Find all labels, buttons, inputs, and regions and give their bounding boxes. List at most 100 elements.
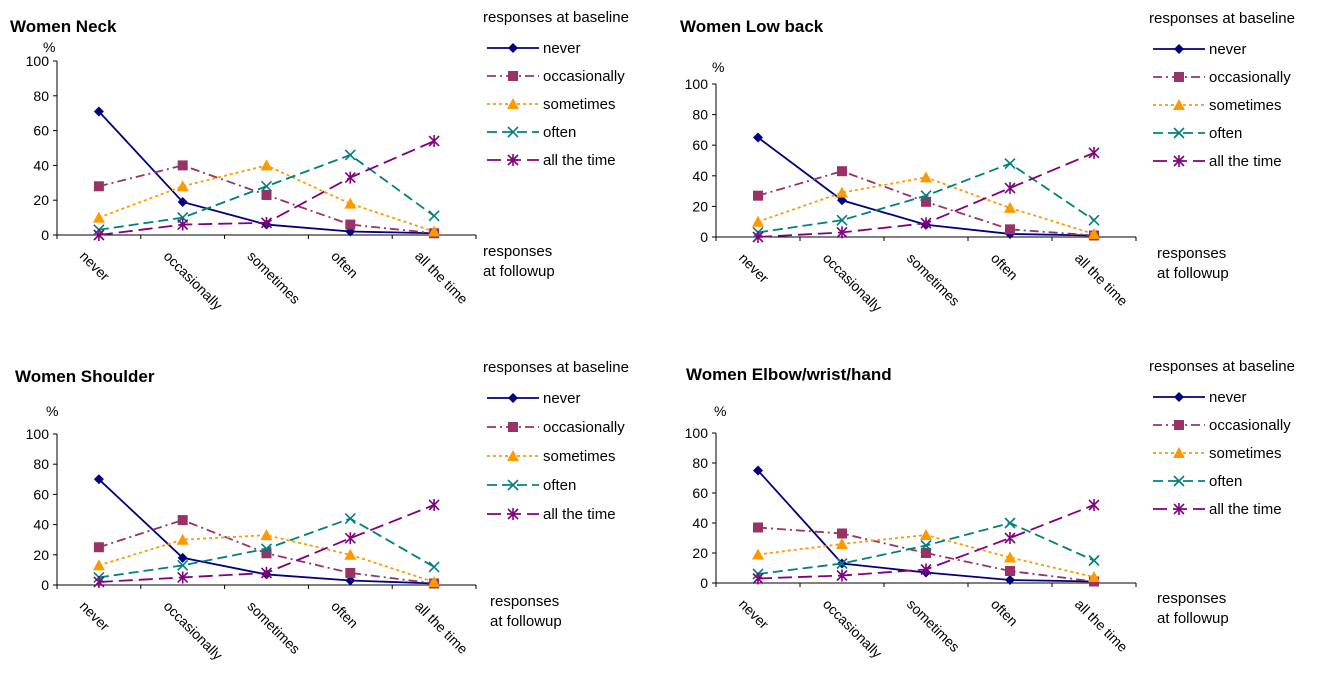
- legend-entry-often: often: [543, 477, 576, 494]
- y-tick-label: 40: [692, 168, 708, 184]
- data-point-never-often: [1005, 575, 1015, 585]
- data-point-never-occasionally: [177, 552, 188, 563]
- data-point-all-the-time-never: [93, 575, 105, 588]
- legend-entry-never: never: [1209, 389, 1247, 406]
- data-point-often-occasionally: [836, 557, 848, 570]
- data-point-all-the-time-never: [93, 229, 105, 241]
- chart-title: Women Low back: [680, 17, 824, 36]
- data-point-sometimes-never: [752, 215, 764, 227]
- x-tick-label-often: often: [988, 596, 1021, 629]
- data-point-all-the-time-sometimes: [920, 563, 932, 576]
- chart-women-low-back: Women Low back% 0 20 40 60 80 100 never occasion…: [680, 10, 1295, 315]
- y-tick-label: 60: [692, 137, 708, 153]
- legend-marker-all-the-time: [507, 154, 519, 166]
- data-point-never-never: [93, 474, 104, 485]
- y-axis-label: %: [712, 59, 724, 75]
- data-point-all-the-time-sometimes: [260, 216, 273, 229]
- legend-entry-never: never: [1209, 41, 1247, 58]
- x-axis-note: responses: [490, 593, 559, 610]
- data-point-all-the-time-all-the-time: [428, 135, 440, 148]
- y-axis-label: %: [714, 403, 726, 419]
- data-point-all-the-time-often: [1004, 182, 1016, 195]
- legend-entry-all-the-time: all the time: [1209, 501, 1282, 518]
- x-tick-label-all-the-time: all the time: [1072, 250, 1131, 309]
- data-point-occasionally-sometimes: [261, 189, 272, 200]
- series-all-the-time: [752, 146, 1100, 243]
- data-point-sometimes-all-the-time: [428, 575, 441, 587]
- x-axis-note: responses: [1157, 245, 1226, 262]
- data-point-sometimes-all-the-time: [1088, 571, 1100, 582]
- data-point-occasionally-occasionally: [837, 166, 847, 177]
- x-tick-label-occasionally: occasionally: [820, 596, 885, 661]
- data-point-never-occasionally: [177, 196, 188, 207]
- legend-marker-occasionally: [1174, 420, 1184, 430]
- legend-entry-all-the-time: all the time: [543, 152, 616, 169]
- legend-heading: responses at baseline: [1149, 10, 1295, 27]
- legend-heading: responses at baseline: [483, 9, 629, 26]
- data-point-occasionally-occasionally: [177, 515, 188, 526]
- data-point-all-the-time-sometimes: [920, 217, 932, 230]
- data-point-often-sometimes: [920, 190, 932, 202]
- data-point-often-all-the-time: [428, 561, 440, 573]
- chart-women-elbow-wrist-hand: Women Elbow/wrist/hand% 0 20 40 60 80 100 never…: [685, 358, 1295, 661]
- legend-entry-occasionally: occasionally: [1209, 69, 1291, 86]
- legend-entry-often: often: [1209, 125, 1242, 142]
- y-tick-label: 20: [692, 545, 708, 561]
- data-point-sometimes-never: [92, 211, 105, 223]
- legend-entry-never: never: [543, 40, 581, 57]
- data-point-occasionally-occasionally: [837, 528, 847, 539]
- legend-marker-never: [508, 43, 518, 53]
- data-point-sometimes-often: [1004, 201, 1016, 213]
- data-point-sometimes-occasionally: [836, 186, 848, 198]
- y-tick-label: 20: [33, 547, 49, 563]
- x-tick-label-never: never: [77, 248, 113, 284]
- legend-entry-often: often: [1209, 473, 1242, 490]
- legend-marker-occasionally: [508, 422, 518, 432]
- y-axis-label: %: [43, 39, 55, 55]
- data-point-never-never: [753, 132, 763, 143]
- series-all-the-time: [93, 135, 440, 241]
- data-point-sometimes-sometimes: [920, 529, 932, 540]
- legend: responses at baseline never occasionally so…: [483, 359, 629, 523]
- data-point-occasionally-never: [93, 181, 104, 192]
- x-tick-label-all-the-time: all the time: [412, 598, 471, 657]
- y-tick-label: 80: [33, 456, 49, 472]
- legend-marker-occasionally: [1174, 72, 1184, 82]
- legend-entry-sometimes: sometimes: [543, 96, 616, 113]
- y-tick-label: 80: [33, 88, 49, 104]
- legend: responses at baseline never occasionally so…: [1149, 358, 1295, 518]
- x-tick-label-all-the-time: all the time: [412, 248, 471, 307]
- legend-marker-all-the-time: [1173, 503, 1185, 515]
- legend-marker-all-the-time: [507, 508, 519, 520]
- legend-marker-often: [507, 126, 519, 138]
- data-point-often-often: [344, 149, 356, 161]
- legend-marker-often: [507, 479, 519, 491]
- y-tick-label: 20: [692, 198, 708, 214]
- legend-marker-often: [1173, 475, 1185, 487]
- legend-marker-never: [508, 393, 518, 403]
- data-point-never-never: [93, 106, 104, 117]
- x-tick-label-occasionally: occasionally: [161, 598, 226, 663]
- data-point-often-all-the-time: [1088, 214, 1100, 226]
- y-tick-label: 20: [33, 192, 49, 208]
- chart-title: Women Neck: [10, 17, 117, 36]
- y-tick-label: 100: [685, 425, 709, 441]
- series-sometimes: [92, 529, 441, 587]
- y-tick-label: 0: [41, 577, 49, 593]
- y-tick-label: 40: [33, 517, 49, 533]
- x-tick-label-sometimes: sometimes: [244, 598, 303, 657]
- legend-marker-never: [1174, 392, 1184, 402]
- y-tick-label: 60: [33, 486, 49, 502]
- x-tick-label-sometimes: sometimes: [904, 250, 963, 309]
- legend-marker-sometimes: [507, 450, 519, 461]
- chart-title: Women Shoulder: [15, 367, 155, 386]
- data-point-often-often: [1004, 517, 1016, 529]
- data-point-all-the-time-occasionally: [836, 226, 848, 239]
- x-axis-note: at followup: [483, 263, 555, 280]
- y-tick-label: 80: [692, 455, 708, 471]
- x-tick-label-occasionally: occasionally: [820, 250, 885, 315]
- data-point-all-the-time-all-the-time: [1088, 146, 1100, 159]
- data-point-often-often: [1004, 157, 1016, 170]
- x-tick-label-sometimes: sometimes: [244, 248, 303, 307]
